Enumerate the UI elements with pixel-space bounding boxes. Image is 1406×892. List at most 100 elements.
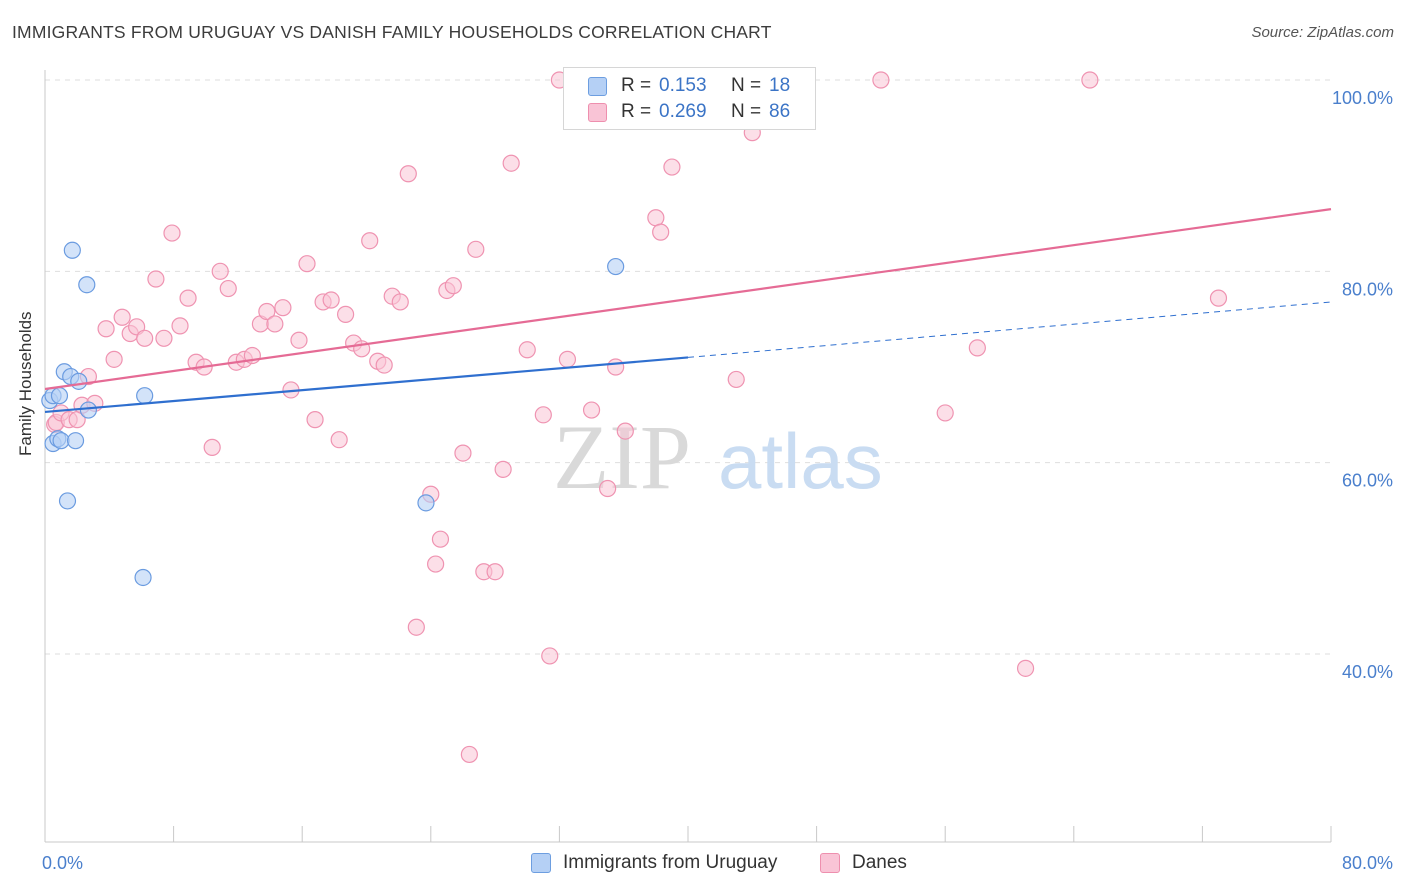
danes-point <box>727 370 745 389</box>
y-tick-label: 60.0% <box>1342 471 1393 491</box>
danes-point <box>534 406 552 424</box>
danes-point <box>541 647 559 665</box>
legend-r-label: R = <box>621 101 652 122</box>
uruguay-trend-extension <box>687 301 1332 358</box>
danes-point <box>427 555 445 573</box>
danes-point <box>467 240 485 258</box>
uruguay-trend-line <box>44 356 689 414</box>
axes <box>44 70 1332 843</box>
danes-point <box>203 438 221 456</box>
uruguay-points <box>41 241 625 587</box>
danes-point <box>258 302 276 321</box>
legend-n-value: 18 <box>769 75 791 96</box>
legend-swatch-uruguay <box>588 77 607 96</box>
danes-point <box>616 422 634 440</box>
tick-labels: 100.0% 80.0% 60.0% 40.0% 0.0% 80.0% <box>42 88 1393 873</box>
legend-r-value: 0.153 <box>659 75 707 96</box>
x-tick-label: 80.0% <box>1342 853 1393 873</box>
danes-point <box>274 299 292 317</box>
danes-point <box>306 411 324 429</box>
danes-point <box>155 329 173 347</box>
danes-point <box>968 339 986 357</box>
uruguay-point <box>136 387 154 405</box>
uruguay-point <box>79 401 98 419</box>
danes-point <box>1081 71 1099 89</box>
uruguay-point <box>607 257 625 276</box>
y-tick-label: 40.0% <box>1342 662 1393 682</box>
danes-point <box>97 320 115 338</box>
danes-point <box>454 444 472 462</box>
stats-legend: R = 0.153 N = 18 R = 0.269 N = 86 <box>563 67 816 130</box>
danes-point <box>872 71 890 89</box>
danes-point <box>1016 659 1035 677</box>
danes-point <box>337 305 355 323</box>
danes-point <box>407 618 425 636</box>
danes-trend-line <box>44 208 1332 391</box>
danes-point <box>375 356 393 374</box>
danes-point <box>322 291 340 309</box>
bottom-legend-label-uruguay: Immigrants from Uruguay <box>563 852 778 873</box>
danes-point <box>266 315 284 333</box>
chart-title: IMMIGRANTS FROM URUGUAY VS DANISH FAMILY… <box>12 22 772 42</box>
watermark-atlas: atlas <box>718 417 883 505</box>
danes-point <box>502 154 520 172</box>
danes-point <box>171 317 189 335</box>
danes-point <box>652 223 670 241</box>
danes-point <box>163 224 181 242</box>
danes-point <box>936 404 954 422</box>
bottom-legend-swatch-danes <box>820 853 840 873</box>
chart-source: Source: ZipAtlas.com <box>1251 24 1394 41</box>
uruguay-point <box>50 387 69 405</box>
x-tick-label: 0.0% <box>42 853 83 873</box>
uruguay-point <box>63 241 81 259</box>
trend-lines <box>44 208 1332 414</box>
legend-r-value: 0.269 <box>659 101 707 122</box>
danes-point <box>582 401 601 419</box>
bottom-legend-swatch-uruguay <box>531 853 551 873</box>
uruguay-point <box>134 568 152 587</box>
legend-r-label: R = <box>621 75 652 96</box>
danes-point <box>105 350 123 368</box>
legend-n-value: 86 <box>769 101 791 122</box>
legend-n-label: N = <box>731 75 762 96</box>
danes-point <box>663 158 681 176</box>
y-tick-label: 100.0% <box>1332 88 1393 108</box>
danes-point <box>211 262 229 280</box>
uruguay-point <box>70 372 88 390</box>
danes-point <box>290 331 308 349</box>
legend-swatch-danes <box>588 103 607 122</box>
danes-point <box>399 165 417 183</box>
danes-point <box>136 329 154 347</box>
danes-point <box>298 255 316 273</box>
watermark-zip: ZIP <box>553 406 691 508</box>
danes-point <box>330 431 348 449</box>
danes-point <box>494 460 512 478</box>
uruguay-point <box>58 492 77 510</box>
danes-point <box>179 289 197 307</box>
danes-point <box>391 293 409 311</box>
uruguay-point <box>52 432 70 450</box>
danes-point <box>1209 289 1228 307</box>
danes-point <box>558 350 577 368</box>
uruguay-point <box>78 276 96 294</box>
danes-point <box>444 277 462 295</box>
danes-point <box>460 745 478 764</box>
y-axis-label: Family Households <box>16 311 35 456</box>
danes-point <box>147 270 165 288</box>
danes-point <box>361 232 379 250</box>
danes-point <box>113 308 131 326</box>
y-tick-label: 80.0% <box>1342 279 1393 299</box>
danes-point <box>599 479 617 498</box>
danes-point <box>486 563 504 581</box>
uruguay-point <box>66 432 85 450</box>
danes-point <box>431 530 450 548</box>
uruguay-point <box>417 494 435 512</box>
danes-point <box>518 341 536 359</box>
bottom-legend-label-danes: Danes <box>852 852 907 873</box>
danes-point <box>219 279 237 298</box>
watermark: ZIP atlas <box>553 406 883 508</box>
danes-point <box>607 358 625 376</box>
legend-n-label: N = <box>731 101 762 122</box>
danes-point <box>647 209 665 227</box>
